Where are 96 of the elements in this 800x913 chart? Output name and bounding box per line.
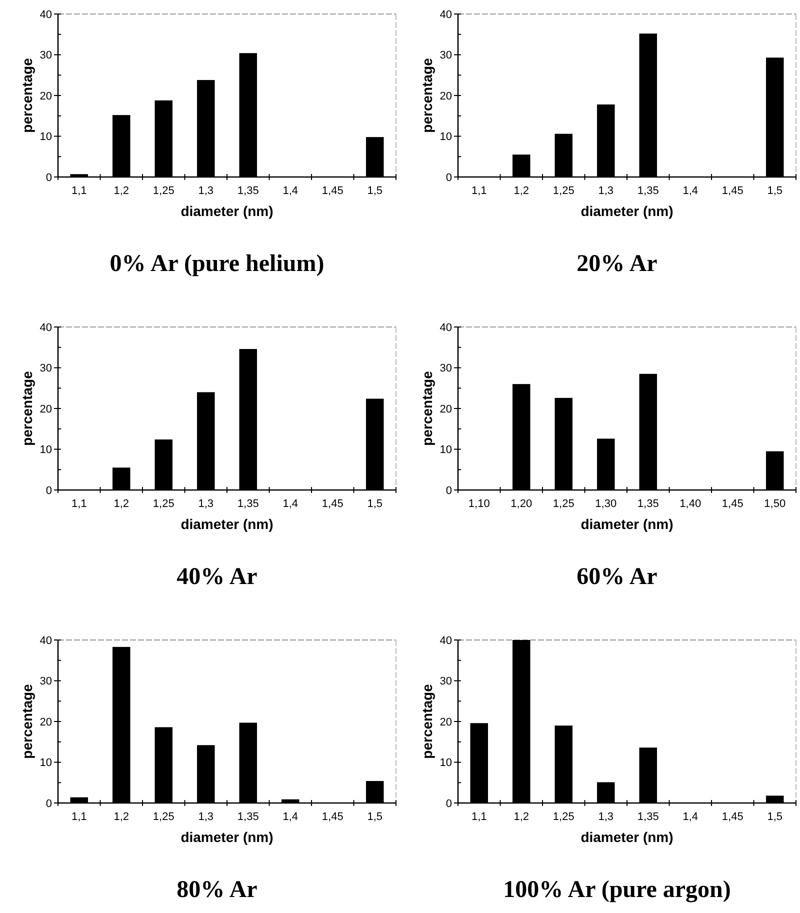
x-tick-label: 1,25 (152, 811, 174, 823)
y-tick-label: 40 (40, 634, 52, 647)
text: 20% Ar (576, 251, 658, 277)
y-tick-label: 10 (440, 444, 452, 456)
y-tick-label: 0 (446, 798, 452, 810)
x-tick-label: 1,5 (767, 185, 783, 197)
x-tick-label: 1,20 (510, 498, 532, 510)
x-tick-label: 1,2 (114, 185, 130, 197)
x-tick-label: 1,35 (237, 811, 259, 823)
x-tick-label: 1,1 (71, 811, 87, 823)
x-tick-label: 1,25 (552, 498, 574, 510)
x-tick-label: 1,2 (114, 811, 130, 823)
x-tick-label: 1,25 (152, 498, 174, 510)
x-tick-label: 1,2 (514, 185, 530, 197)
x-tick-label: 1,45 (322, 498, 344, 510)
x-tick-label: 1,5 (367, 811, 383, 823)
x-tick-label: 1,1 (471, 811, 487, 823)
x-axis-title: diameter (nm) (580, 203, 674, 219)
y-axis-title: percentage (19, 58, 35, 133)
x-tick-label: 1,5 (767, 811, 783, 823)
y-axis-title: percentage (419, 370, 435, 446)
y-axis-title: percentage (19, 684, 35, 759)
x-tick-label: 1,45 (322, 185, 344, 197)
y-tick-label: 30 (440, 676, 452, 688)
x-tick-label: 1,40 (680, 498, 702, 510)
y-tick-label: 40 (40, 8, 52, 21)
y-tick-label: 10 (40, 131, 52, 144)
x-tick-label: 1,30 (595, 498, 617, 510)
x-tick-label: 1,4 (282, 185, 298, 197)
y-tick-label: 30 (440, 362, 452, 375)
y-tick-label: 40 (440, 322, 452, 334)
x-tick-label: 1,3 (598, 811, 614, 823)
y-tick-label: 10 (40, 444, 52, 456)
x-tick-label: 1,3 (198, 811, 214, 823)
x-tick-label: 1,35 (637, 185, 659, 197)
y-tick-label: 40 (440, 8, 452, 21)
y-tick-label: 30 (40, 50, 52, 62)
x-tick-label: 1,1 (471, 185, 487, 197)
x-tick-label: 1,45 (722, 498, 744, 510)
text: 0% Ar (pure helium) (110, 251, 324, 277)
y-tick-label: 0 (446, 484, 452, 497)
text: 60% Ar (576, 564, 658, 590)
y-tick-label: 40 (440, 634, 452, 647)
x-axis-title: diameter (nm) (580, 829, 674, 845)
x-tick-label: 1,5 (367, 498, 383, 510)
text: 40% Ar (176, 564, 258, 590)
x-tick-label: 1,4 (682, 811, 698, 823)
y-axis-title: percentage (419, 684, 435, 759)
y-axis-title: percentage (419, 58, 435, 133)
y-tick-label: 20 (40, 716, 52, 728)
x-tick-label: 1,50 (764, 498, 786, 510)
y-tick-label: 20 (440, 90, 452, 102)
x-tick-label: 1,25 (552, 811, 574, 823)
x-axis-title: diameter (nm) (580, 516, 674, 532)
y-tick-label: 20 (440, 716, 452, 728)
x-tick-label: 1,35 (237, 185, 259, 197)
x-tick-label: 1,3 (198, 185, 214, 197)
y-tick-label: 10 (440, 757, 452, 770)
y-axis-title: percentage (19, 370, 35, 446)
y-tick-label: 30 (440, 50, 452, 62)
x-axis-title: diameter (nm) (180, 516, 274, 532)
x-tick-label: 1,2 (114, 498, 130, 510)
x-tick-label: 1,25 (152, 185, 174, 197)
x-tick-label: 1,1 (71, 185, 87, 197)
x-tick-label: 1,3 (598, 185, 614, 197)
x-tick-label: 1,4 (682, 185, 698, 197)
x-tick-label: 1,4 (282, 811, 298, 823)
x-tick-label: 1,1 (71, 498, 87, 510)
y-tick-label: 30 (40, 676, 52, 688)
x-axis-title: diameter (nm) (180, 829, 274, 845)
y-tick-label: 10 (440, 131, 452, 144)
x-tick-label: 1,25 (552, 185, 574, 197)
y-tick-label: 0 (46, 798, 52, 810)
y-tick-label: 30 (40, 362, 52, 375)
x-tick-label: 1,4 (282, 498, 298, 510)
y-tick-label: 40 (40, 322, 52, 334)
x-tick-label: 1,3 (198, 498, 214, 510)
x-tick-label: 1,2 (514, 811, 530, 823)
y-tick-label: 20 (40, 403, 52, 416)
y-tick-label: 0 (446, 172, 452, 184)
text: 100% Ar (pure argon) (503, 877, 731, 903)
y-tick-label: 0 (46, 484, 52, 497)
y-tick-label: 20 (440, 403, 452, 416)
text: 80% Ar (176, 877, 258, 903)
y-tick-label: 10 (40, 757, 52, 770)
x-tick-label: 1,5 (367, 185, 383, 197)
x-tick-label: 1,45 (722, 811, 744, 823)
y-tick-label: 0 (46, 172, 52, 184)
x-tick-label: 1,35 (637, 498, 659, 510)
x-tick-label: 1,35 (237, 498, 259, 510)
x-tick-label: 1,35 (637, 811, 659, 823)
x-tick-label: 1,10 (468, 498, 490, 510)
x-tick-label: 1,45 (322, 811, 344, 823)
x-axis-title: diameter (nm) (180, 203, 274, 219)
y-tick-label: 20 (40, 90, 52, 102)
x-tick-label: 1,45 (722, 185, 744, 197)
